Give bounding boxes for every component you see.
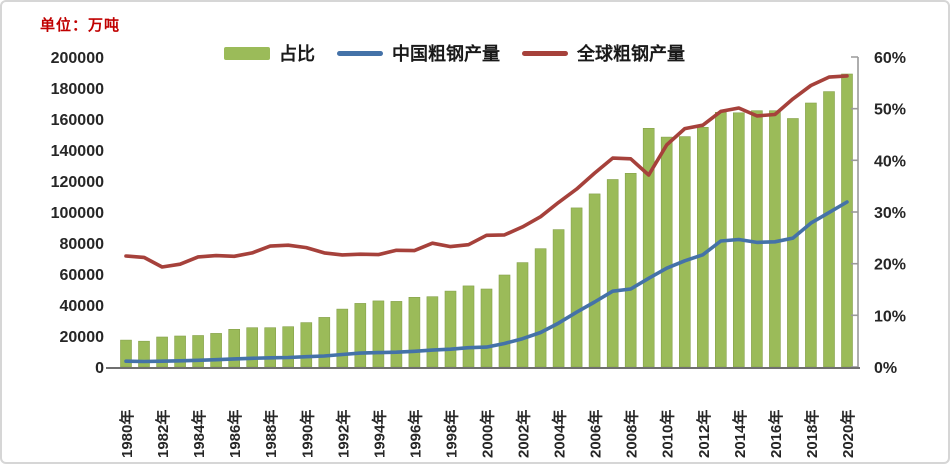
share-bar-1984: [192, 335, 204, 368]
x-axis-tick-label: 1996年: [406, 410, 424, 458]
left-axis-tick-label: 100000: [51, 205, 104, 222]
right-axis-tick-label: 40%: [874, 153, 906, 170]
share-bar-2010: [660, 136, 673, 368]
legend-label-global: 全球粗钢产量: [577, 44, 685, 64]
share-bar-1999: [462, 285, 475, 368]
x-axis-tick-label: 2012年: [695, 410, 713, 458]
right-axis-tick-label: 0%: [874, 360, 897, 377]
share-bar-2016: [769, 110, 781, 368]
share-bar-2002: [516, 262, 529, 368]
share-bar-1994: [372, 300, 385, 368]
x-axis-tick-label: 1986年: [226, 410, 244, 458]
right-axis-tick-label: 10%: [874, 308, 906, 325]
global-output-line: [124, 74, 849, 269]
global-line-swatch-icon: [522, 50, 568, 56]
right-axis-tick-label: 30%: [874, 205, 906, 222]
x-axis-tick-label: 1988年: [262, 410, 280, 458]
share-bar-1991: [318, 317, 331, 368]
x-axis-tick-label: 2002年: [515, 410, 533, 458]
share-bar-swatch-icon: [224, 46, 270, 60]
right-axis-tick-label: 60%: [874, 50, 906, 67]
share-bar-2006: [588, 193, 601, 368]
share-bar-2018: [805, 102, 817, 368]
x-axis-tick-label: 1980年: [118, 410, 136, 458]
legend-item-global: 全球粗钢产量: [522, 40, 685, 66]
legend-label-china: 中国粗钢产量: [392, 44, 500, 64]
right-axis-tick-label: 20%: [874, 257, 906, 274]
share-bar-1986: [228, 328, 240, 368]
left-axis-tick-label: 200000: [51, 50, 104, 67]
right-axis-tick-label: 50%: [874, 102, 906, 119]
share-bar-1987: [246, 327, 258, 368]
x-axis-tick-labels: 1980年 1982年 1984年 1986年 1988年 1990年 1992年 1994年…: [118, 410, 857, 458]
x-axis-tick-label: 1982年: [154, 410, 172, 458]
x-axis-tick-label: 1992年: [334, 410, 352, 458]
share-bar-1988: [264, 327, 277, 368]
share-bar-2008: [624, 173, 637, 368]
share-bar-2011: [678, 136, 691, 368]
china-output-line: [124, 200, 849, 364]
share-bar-2015: [751, 110, 763, 368]
x-axis-tick-label: 1984年: [190, 410, 208, 458]
left-axis-tick-labels: 0 20000 40000 60000 80000 100000 120000 140000 1…: [51, 50, 104, 377]
x-axis-tick-label: 2010年: [659, 410, 677, 458]
share-bar-2007: [606, 179, 619, 368]
left-axis-tick-label: 20000: [60, 329, 105, 346]
share-bar-2004: [552, 229, 565, 368]
unit-label: 单位：万吨: [40, 17, 121, 34]
left-axis-tick-label: 60000: [60, 267, 105, 284]
x-axis-tick-label: 2016年: [767, 410, 785, 458]
legend-label-share: 占比: [279, 44, 315, 64]
share-bar-2003: [534, 248, 547, 368]
x-axis-tick-label: 2008年: [623, 410, 641, 458]
x-axis-tick-label: 2020年: [839, 410, 857, 458]
share-bar-2017: [787, 118, 799, 368]
share-bar-1989: [282, 326, 295, 368]
left-axis-tick-label: 80000: [60, 236, 105, 253]
share-bar-1993: [354, 303, 367, 368]
share-bar-2009: [642, 128, 655, 368]
china-line-swatch-icon: [337, 50, 383, 56]
x-axis-tick-label: 1994年: [370, 410, 388, 458]
left-axis-tick-label: 40000: [60, 298, 105, 315]
left-axis-tick-label: 140000: [51, 143, 104, 160]
share-bar-2012: [696, 127, 709, 368]
chart-legend: 占比 中国粗钢产量 全球粗钢产量: [224, 40, 685, 66]
share-bar-1995: [390, 301, 403, 368]
legend-item-china: 中国粗钢产量: [337, 40, 500, 66]
share-bar-2005: [570, 207, 583, 368]
left-axis-tick-label: 0: [95, 360, 104, 377]
share-bar-1998: [444, 290, 457, 368]
left-axis-tick-label: 160000: [51, 112, 104, 129]
legend-item-share: 占比: [224, 40, 315, 66]
share-bars-group: [120, 73, 853, 368]
share-bar-2019: [823, 91, 835, 368]
share-bar-1992: [336, 308, 349, 368]
share-bar-1997: [426, 296, 439, 368]
left-axis-tick-label: 180000: [51, 81, 104, 98]
x-axis-tick-label: 2018年: [803, 410, 821, 458]
share-bar-1990: [300, 322, 313, 368]
share-bar-1996: [408, 296, 421, 368]
left-axis-tick-label: 120000: [51, 174, 104, 191]
share-bar-2000: [480, 288, 493, 368]
share-bar-2001: [498, 274, 511, 368]
x-axis-tick-label: 2000年: [479, 410, 497, 458]
x-axis-tick-label: 2006年: [587, 410, 605, 458]
x-axis-tick-label: 2004年: [551, 410, 569, 458]
right-axis: 0% 10% 20% 30% 40% 50% 60%: [851, 50, 906, 377]
share-bar-2020: [841, 73, 853, 368]
x-axis-tick-label: 2014年: [731, 410, 749, 458]
x-axis-tick-label: 1998年: [443, 410, 461, 458]
share-bar-1985: [210, 333, 222, 368]
x-axis-tick-label: 1990年: [298, 410, 316, 458]
